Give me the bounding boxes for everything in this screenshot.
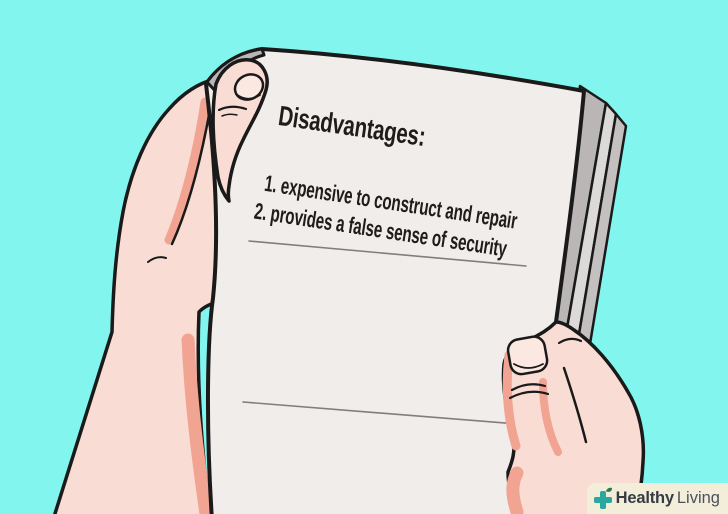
ruled-line-2 bbox=[242, 401, 518, 425]
right-hand bbox=[501, 320, 646, 514]
ruled-line-1 bbox=[248, 240, 527, 267]
logo-text-primary: Healthy bbox=[615, 489, 674, 507]
healthy-living-badge: Healthy Living bbox=[586, 483, 728, 514]
left-hand bbox=[53, 75, 253, 514]
logo-text-secondary: Living bbox=[676, 489, 720, 507]
right-thumb-nail bbox=[506, 335, 549, 376]
healthy-living-cross-icon bbox=[593, 487, 612, 509]
left-thumb bbox=[211, 58, 269, 203]
front-page bbox=[204, 47, 586, 514]
ruled-lines bbox=[242, 240, 527, 425]
